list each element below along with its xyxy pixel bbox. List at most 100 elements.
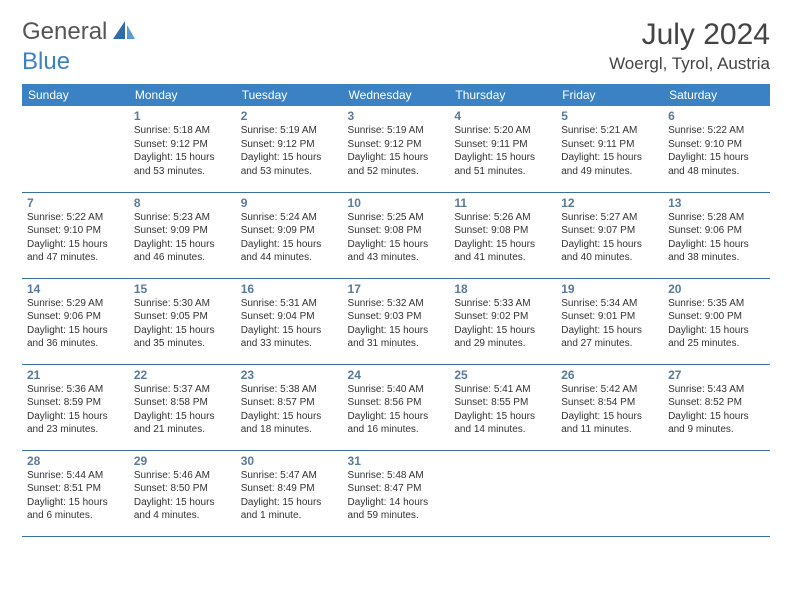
sunset-text: Sunset: 9:12 PM (241, 138, 338, 152)
sunrise-text: Sunrise: 5:24 AM (241, 211, 338, 225)
sunset-text: Sunset: 9:09 PM (134, 224, 231, 238)
day-number: 8 (134, 196, 231, 210)
sunset-text: Sunset: 9:04 PM (241, 310, 338, 324)
daylight-text: and 6 minutes. (27, 509, 124, 523)
day-header: Wednesday (343, 84, 450, 106)
calendar-cell: 14Sunrise: 5:29 AMSunset: 9:06 PMDayligh… (22, 278, 129, 364)
sunrise-text: Sunrise: 5:35 AM (668, 297, 765, 311)
calendar-cell: 30Sunrise: 5:47 AMSunset: 8:49 PMDayligh… (236, 450, 343, 536)
day-number: 19 (561, 282, 658, 296)
sunset-text: Sunset: 8:52 PM (668, 396, 765, 410)
daylight-text: Daylight: 15 hours (668, 410, 765, 424)
sunrise-text: Sunrise: 5:44 AM (27, 469, 124, 483)
day-number: 13 (668, 196, 765, 210)
sunrise-text: Sunrise: 5:18 AM (134, 124, 231, 138)
sunrise-text: Sunrise: 5:22 AM (27, 211, 124, 225)
sunset-text: Sunset: 9:07 PM (561, 224, 658, 238)
sunset-text: Sunset: 8:50 PM (134, 482, 231, 496)
day-number: 26 (561, 368, 658, 382)
day-number: 14 (27, 282, 124, 296)
daylight-text: and 40 minutes. (561, 251, 658, 265)
sunrise-text: Sunrise: 5:43 AM (668, 383, 765, 397)
daylight-text: Daylight: 15 hours (27, 410, 124, 424)
day-number: 21 (27, 368, 124, 382)
daylight-text: and 11 minutes. (561, 423, 658, 437)
daylight-text: and 14 minutes. (454, 423, 551, 437)
sunset-text: Sunset: 9:06 PM (27, 310, 124, 324)
day-number: 31 (348, 454, 445, 468)
sunrise-text: Sunrise: 5:37 AM (134, 383, 231, 397)
daylight-text: and 51 minutes. (454, 165, 551, 179)
calendar-cell: 7Sunrise: 5:22 AMSunset: 9:10 PMDaylight… (22, 192, 129, 278)
calendar-cell: 19Sunrise: 5:34 AMSunset: 9:01 PMDayligh… (556, 278, 663, 364)
daylight-text: and 52 minutes. (348, 165, 445, 179)
sail-icon (111, 19, 137, 46)
day-number: 6 (668, 109, 765, 123)
brand-part2: Blue (22, 48, 70, 75)
sunrise-text: Sunrise: 5:48 AM (348, 469, 445, 483)
daylight-text: and 49 minutes. (561, 165, 658, 179)
day-number: 11 (454, 196, 551, 210)
sunset-text: Sunset: 8:54 PM (561, 396, 658, 410)
day-number: 2 (241, 109, 338, 123)
day-header: Monday (129, 84, 236, 106)
daylight-text: Daylight: 15 hours (561, 324, 658, 338)
calendar-cell: 29Sunrise: 5:46 AMSunset: 8:50 PMDayligh… (129, 450, 236, 536)
calendar-cell: 24Sunrise: 5:40 AMSunset: 8:56 PMDayligh… (343, 364, 450, 450)
day-number: 24 (348, 368, 445, 382)
calendar-cell: 9Sunrise: 5:24 AMSunset: 9:09 PMDaylight… (236, 192, 343, 278)
sunrise-text: Sunrise: 5:32 AM (348, 297, 445, 311)
daylight-text: and 41 minutes. (454, 251, 551, 265)
calendar-cell: 17Sunrise: 5:32 AMSunset: 9:03 PMDayligh… (343, 278, 450, 364)
calendar-cell: 11Sunrise: 5:26 AMSunset: 9:08 PMDayligh… (449, 192, 556, 278)
sunset-text: Sunset: 8:51 PM (27, 482, 124, 496)
sunrise-text: Sunrise: 5:42 AM (561, 383, 658, 397)
sunrise-text: Sunrise: 5:20 AM (454, 124, 551, 138)
sunset-text: Sunset: 9:00 PM (668, 310, 765, 324)
daylight-text: and 59 minutes. (348, 509, 445, 523)
calendar-cell: 3Sunrise: 5:19 AMSunset: 9:12 PMDaylight… (343, 106, 450, 192)
day-number: 29 (134, 454, 231, 468)
daylight-text: Daylight: 15 hours (561, 238, 658, 252)
title-block: July 2024 Woergl, Tyrol, Austria (609, 18, 770, 74)
daylight-text: and 1 minute. (241, 509, 338, 523)
daylight-text: Daylight: 15 hours (134, 151, 231, 165)
calendar-cell: 12Sunrise: 5:27 AMSunset: 9:07 PMDayligh… (556, 192, 663, 278)
day-header: Sunday (22, 84, 129, 106)
daylight-text: and 25 minutes. (668, 337, 765, 351)
sunset-text: Sunset: 9:08 PM (454, 224, 551, 238)
sunrise-text: Sunrise: 5:19 AM (241, 124, 338, 138)
calendar-cell: 5Sunrise: 5:21 AMSunset: 9:11 PMDaylight… (556, 106, 663, 192)
calendar-row: 14Sunrise: 5:29 AMSunset: 9:06 PMDayligh… (22, 278, 770, 364)
sunset-text: Sunset: 8:49 PM (241, 482, 338, 496)
day-number: 7 (27, 196, 124, 210)
sunset-text: Sunset: 9:12 PM (348, 138, 445, 152)
sunrise-text: Sunrise: 5:40 AM (348, 383, 445, 397)
daylight-text: Daylight: 15 hours (27, 324, 124, 338)
sunrise-text: Sunrise: 5:46 AM (134, 469, 231, 483)
day-number: 30 (241, 454, 338, 468)
daylight-text: Daylight: 15 hours (27, 238, 124, 252)
daylight-text: and 38 minutes. (668, 251, 765, 265)
calendar-cell-empty (449, 450, 556, 536)
sunrise-text: Sunrise: 5:31 AM (241, 297, 338, 311)
calendar-row: 7Sunrise: 5:22 AMSunset: 9:10 PMDaylight… (22, 192, 770, 278)
sunrise-text: Sunrise: 5:26 AM (454, 211, 551, 225)
daylight-text: and 47 minutes. (27, 251, 124, 265)
day-number: 27 (668, 368, 765, 382)
sunset-text: Sunset: 9:12 PM (134, 138, 231, 152)
calendar-cell: 22Sunrise: 5:37 AMSunset: 8:58 PMDayligh… (129, 364, 236, 450)
sunset-text: Sunset: 9:03 PM (348, 310, 445, 324)
daylight-text: and 53 minutes. (134, 165, 231, 179)
daylight-text: and 16 minutes. (348, 423, 445, 437)
day-number: 5 (561, 109, 658, 123)
brand-logo: General (22, 18, 139, 46)
day-number: 15 (134, 282, 231, 296)
calendar-cell: 18Sunrise: 5:33 AMSunset: 9:02 PMDayligh… (449, 278, 556, 364)
calendar-cell: 25Sunrise: 5:41 AMSunset: 8:55 PMDayligh… (449, 364, 556, 450)
daylight-text: Daylight: 15 hours (134, 496, 231, 510)
day-number: 28 (27, 454, 124, 468)
sunset-text: Sunset: 9:08 PM (348, 224, 445, 238)
page-header: General July 2024 Woergl, Tyrol, Austria (22, 18, 770, 74)
sunset-text: Sunset: 9:11 PM (454, 138, 551, 152)
